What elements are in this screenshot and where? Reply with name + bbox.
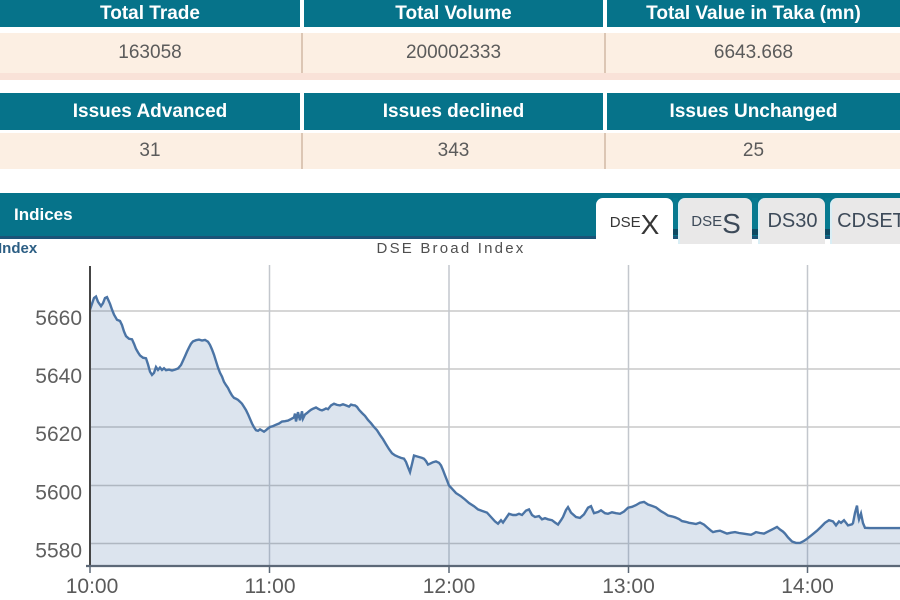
svg-text:5660: 5660 [35, 307, 82, 330]
svg-text:5640: 5640 [35, 365, 82, 388]
svg-text:12:00: 12:00 [423, 575, 476, 598]
svg-text:13:00: 13:00 [602, 575, 655, 598]
svg-text:10:00: 10:00 [66, 575, 119, 598]
svg-text:5620: 5620 [35, 423, 82, 446]
svg-text:5580: 5580 [35, 540, 82, 563]
svg-text:14:00: 14:00 [781, 575, 834, 598]
svg-text:11:00: 11:00 [245, 575, 296, 598]
svg-text:5600: 5600 [35, 482, 82, 505]
